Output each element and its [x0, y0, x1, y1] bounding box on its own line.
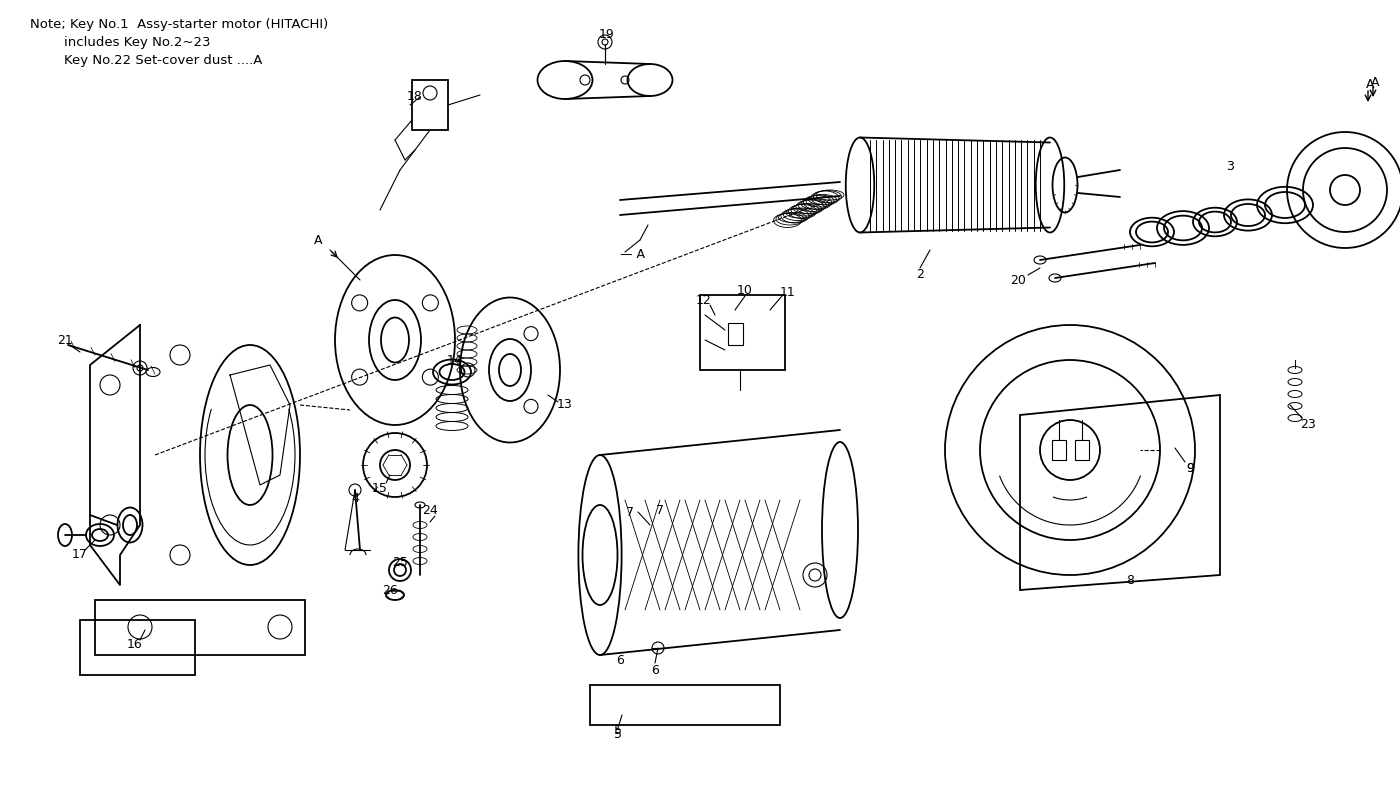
Text: Key No.22 Set-cover dust ....A: Key No.22 Set-cover dust ....A — [29, 54, 262, 67]
Text: 21: 21 — [57, 334, 73, 346]
Text: 23: 23 — [1301, 418, 1316, 431]
Text: 15: 15 — [372, 482, 388, 494]
Bar — [700, 295, 785, 370]
Text: includes Key No.2~23: includes Key No.2~23 — [29, 36, 210, 49]
Text: A: A — [1366, 78, 1375, 91]
Text: 7: 7 — [626, 506, 634, 518]
Text: 9: 9 — [1186, 462, 1194, 474]
Text: — A: — A — [620, 249, 645, 262]
Text: 13: 13 — [557, 398, 573, 411]
Bar — [728, 323, 743, 345]
Text: 12: 12 — [696, 294, 711, 306]
Text: 5: 5 — [615, 723, 622, 737]
Text: 6: 6 — [651, 663, 659, 677]
Text: 14: 14 — [447, 354, 463, 366]
Text: 6: 6 — [616, 654, 624, 666]
Text: 4: 4 — [351, 491, 358, 505]
Bar — [589, 685, 780, 725]
Text: 7: 7 — [657, 503, 664, 517]
Text: A: A — [1371, 75, 1379, 89]
Text: 2: 2 — [916, 269, 924, 282]
Text: A: A — [314, 234, 322, 246]
Bar — [95, 600, 305, 655]
Text: 10: 10 — [736, 283, 753, 297]
Text: 25: 25 — [392, 555, 407, 569]
Bar — [1075, 440, 1089, 460]
Bar — [1051, 440, 1065, 460]
Bar — [412, 80, 448, 130]
Text: 24: 24 — [423, 503, 438, 517]
Text: Note; Key No.1  Assy-starter motor (HITACHI): Note; Key No.1 Assy-starter motor (HITAC… — [29, 18, 328, 31]
Bar — [80, 620, 195, 675]
Text: 18: 18 — [407, 90, 423, 103]
Text: 5: 5 — [615, 729, 622, 742]
Text: 11: 11 — [780, 286, 795, 299]
Text: 19: 19 — [599, 29, 615, 42]
Text: 26: 26 — [382, 583, 398, 597]
Text: 17: 17 — [71, 549, 88, 562]
Text: 3: 3 — [1226, 161, 1233, 174]
Text: 20: 20 — [1009, 274, 1026, 286]
Text: 8: 8 — [1126, 574, 1134, 586]
Text: 16: 16 — [127, 638, 143, 651]
Text: 9: 9 — [1186, 462, 1194, 474]
